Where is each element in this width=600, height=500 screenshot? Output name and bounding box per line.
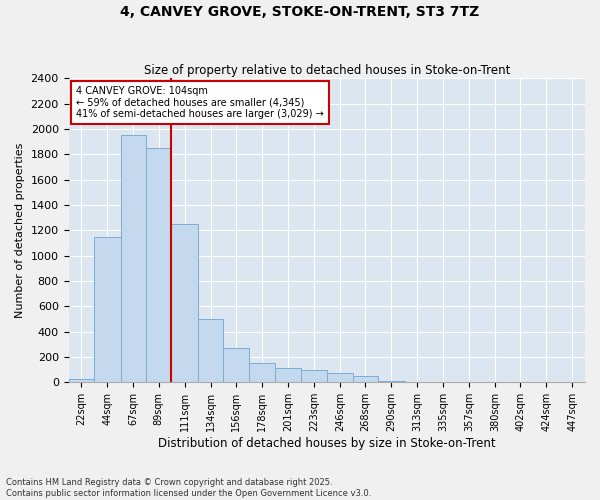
- Bar: [146, 148, 172, 382]
- Bar: [301, 370, 328, 382]
- Bar: [328, 374, 353, 382]
- Text: 4, CANVEY GROVE, STOKE-ON-TRENT, ST3 7TZ: 4, CANVEY GROVE, STOKE-ON-TRENT, ST3 7TZ: [121, 5, 479, 19]
- Text: Contains HM Land Registry data © Crown copyright and database right 2025.
Contai: Contains HM Land Registry data © Crown c…: [6, 478, 371, 498]
- Bar: [353, 376, 378, 382]
- Bar: [198, 319, 223, 382]
- Text: 4 CANVEY GROVE: 104sqm
← 59% of detached houses are smaller (4,345)
41% of semi-: 4 CANVEY GROVE: 104sqm ← 59% of detached…: [76, 86, 324, 119]
- Bar: [94, 236, 121, 382]
- Bar: [121, 135, 146, 382]
- Y-axis label: Number of detached properties: Number of detached properties: [15, 142, 25, 318]
- Title: Size of property relative to detached houses in Stoke-on-Trent: Size of property relative to detached ho…: [143, 64, 510, 77]
- Bar: [223, 348, 249, 382]
- X-axis label: Distribution of detached houses by size in Stoke-on-Trent: Distribution of detached houses by size …: [158, 437, 496, 450]
- Bar: [249, 364, 275, 382]
- Bar: [172, 224, 198, 382]
- Bar: [378, 381, 405, 382]
- Bar: [68, 378, 94, 382]
- Bar: [275, 368, 301, 382]
